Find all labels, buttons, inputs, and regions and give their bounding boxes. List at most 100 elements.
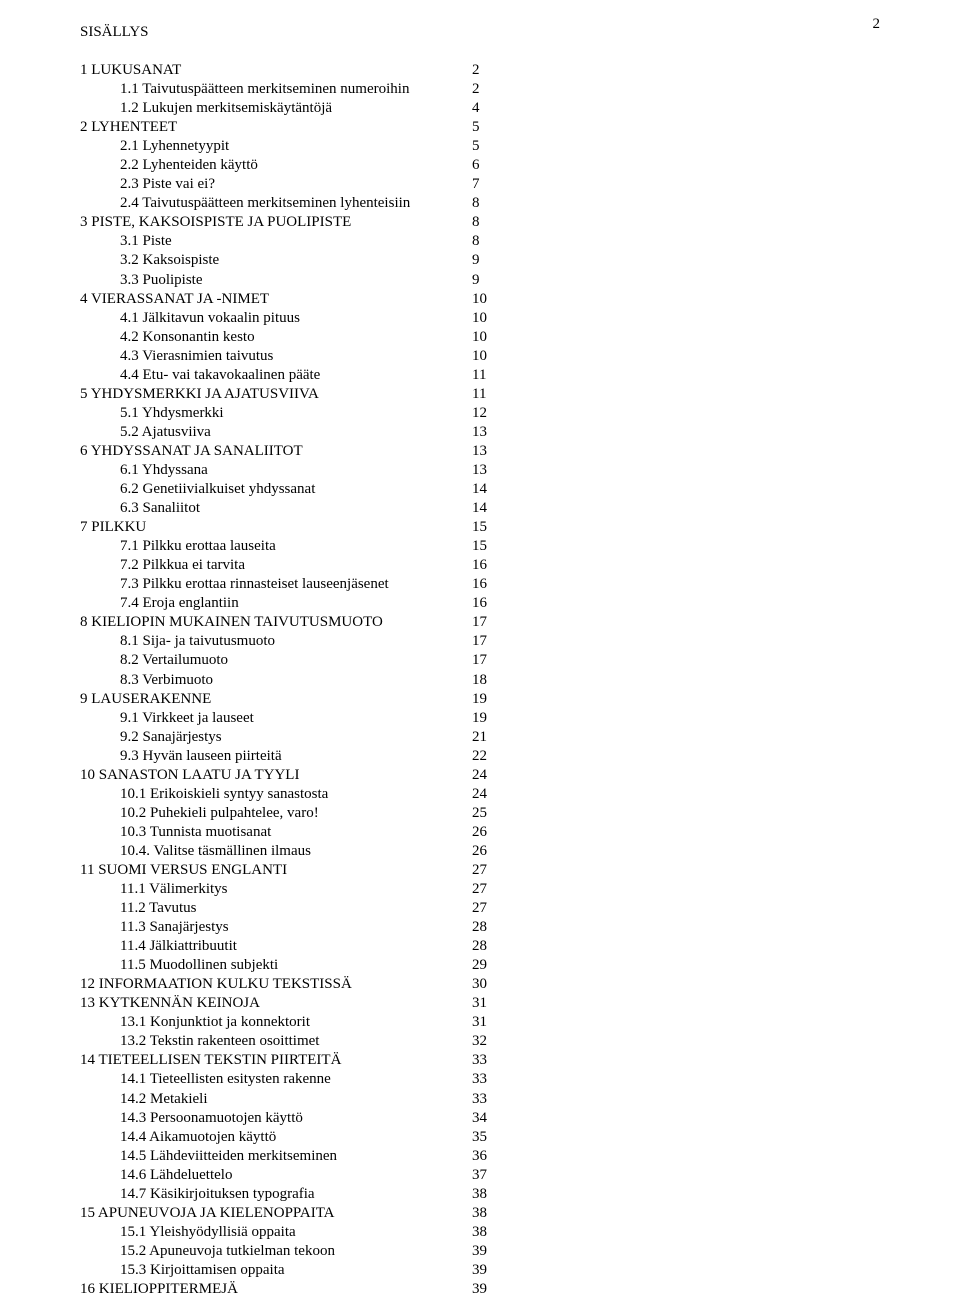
toc-entry-page: 7 [468, 175, 500, 194]
toc-row: 9.1 Virkkeet ja lauseet 19 [80, 709, 500, 728]
toc-entry-page: 22 [468, 747, 500, 766]
toc-row: 3 PISTE, KAKSOISPISTE JA PUOLIPISTE 8 [80, 213, 500, 232]
toc-entry-page: 25 [468, 804, 500, 823]
toc-entry-label: 11.5 Muodollinen subjekti [80, 956, 278, 975]
toc-entry-page: 10 [468, 328, 500, 347]
toc-entry-label: 3 PISTE, KAKSOISPISTE JA PUOLIPISTE [80, 213, 351, 232]
toc-entry-page: 14 [468, 480, 500, 499]
toc-entry-label: 4.1 Jälkitavun vokaalin pituus [80, 309, 300, 328]
toc-entry-page: 34 [468, 1109, 500, 1128]
toc-row: 10.3 Tunnista muotisanat 26 [80, 823, 500, 842]
toc-row: 4 VIERASSANAT JA -NIMET10 [80, 290, 500, 309]
toc-entry-label: 7.4 Eroja englantiin [80, 594, 239, 613]
toc-row: 14.6 Lähdeluettelo37 [80, 1166, 500, 1185]
toc-row: 14.4 Aikamuotojen käyttö35 [80, 1128, 500, 1147]
toc-row: 10 SANASTON LAATU JA TYYLI24 [80, 766, 500, 785]
toc-row: 7.1 Pilkku erottaa lauseita15 [80, 537, 500, 556]
toc-row: 2.4 Taivutuspäätteen merkitseminen lyhen… [80, 194, 500, 213]
toc-entry-label: 10.3 Tunnista muotisanat [80, 823, 271, 842]
toc-entry-label: 5 YHDYSMERKKI JA AJATUSVIIVA [80, 385, 319, 404]
toc-entry-page: 5 [468, 118, 500, 137]
page-number: 2 [873, 16, 881, 33]
toc-entry-label: 3.3 Puolipiste [80, 271, 203, 290]
toc-entry-label: 1.2 Lukujen merkitsemiskäytäntöjä [80, 99, 332, 118]
toc-entry-page: 13 [468, 461, 500, 480]
toc-entry-label: 11.2 Tavutus [80, 899, 196, 918]
toc-entry-page: 16 [468, 556, 500, 575]
toc-entry-label: 5.2 Ajatusviiva [80, 423, 211, 442]
toc-row: 1 LUKUSANAT 2 [80, 61, 500, 80]
toc-entry-page: 13 [468, 423, 500, 442]
toc-row: 9 LAUSERAKENNE19 [80, 690, 500, 709]
toc-entry-label: 15 APUNEUVOJA JA KIELENOPPAITA [80, 1204, 335, 1223]
toc-row: 8 KIELIOPIN MUKAINEN TAIVUTUSMUOTO17 [80, 613, 500, 632]
toc-entry-page: 6 [468, 156, 500, 175]
toc-entry-page: 33 [468, 1090, 500, 1109]
toc-entry-label: 6.3 Sanaliitot [80, 499, 200, 518]
toc-entry-label: 9.2 Sanajärjestys [80, 728, 222, 747]
toc-row: 11.4 Jälkiattribuutit28 [80, 937, 500, 956]
toc-entry-label: 7.1 Pilkku erottaa lauseita [80, 537, 276, 556]
toc-row: 8.1 Sija- ja taivutusmuoto17 [80, 632, 500, 651]
toc-entry-label: 14.7 Käsikirjoituksen typografia [80, 1185, 315, 1204]
toc-entry-page: 31 [468, 994, 500, 1013]
toc-entry-page: 8 [468, 213, 500, 232]
toc-row: 3.3 Puolipiste9 [80, 271, 500, 290]
toc-row: 15.2 Apuneuvoja tutkielman tekoon39 [80, 1242, 500, 1261]
toc-entry-label: 13 KYTKENNÄN KEINOJA [80, 994, 260, 1013]
toc-list: 1 LUKUSANAT21.1 Taivutuspäätteen merkits… [80, 61, 500, 1299]
toc-entry-page: 12 [468, 404, 500, 423]
toc-row: 7.4 Eroja englantiin16 [80, 594, 500, 613]
toc-entry-label: 8.3 Verbimuoto [80, 671, 213, 690]
toc-entry-label: 6 YHDYSSANAT JA SANALIITOT [80, 442, 303, 461]
toc-row: 4.3 Vierasnimien taivutus10 [80, 347, 500, 366]
toc-entry-label: 7.3 Pilkku erottaa rinnasteiset lauseenj… [80, 575, 389, 594]
toc-entry-page: 32 [468, 1032, 500, 1051]
toc-row: 5.1 Yhdysmerkki12 [80, 404, 500, 423]
toc-row: 9.3 Hyvän lauseen piirteitä22 [80, 747, 500, 766]
toc-entry-label: 9 LAUSERAKENNE [80, 690, 211, 709]
toc-entry-label: 13.2 Tekstin rakenteen osoittimet [80, 1032, 319, 1051]
toc-entry-page: 17 [468, 632, 500, 651]
toc-entry-page: 19 [468, 709, 500, 728]
toc-row: 12 INFORMAATION KULKU TEKSTISSÄ30 [80, 975, 500, 994]
toc-row: 11.3 Sanajärjestys28 [80, 918, 500, 937]
toc-row: 4.1 Jälkitavun vokaalin pituus10 [80, 309, 500, 328]
toc-entry-page: 18 [468, 671, 500, 690]
toc-entry-label: 4.2 Konsonantin kesto [80, 328, 255, 347]
toc-row: 4.4 Etu- vai takavokaalinen pääte11 [80, 366, 500, 385]
toc-entry-label: 9.1 Virkkeet ja lauseet [80, 709, 254, 728]
toc-entry-page: 33 [468, 1051, 500, 1070]
toc-entry-page: 17 [468, 613, 500, 632]
toc-entry-page: 2 [468, 61, 500, 80]
toc-entry-label: 10.1 Erikoiskieli syntyy sanastosta [80, 785, 328, 804]
toc-entry-label: 15.1 Yleishyödyllisiä oppaita [80, 1223, 296, 1242]
toc-row: 14.3 Persoonamuotojen käyttö 34 [80, 1109, 500, 1128]
toc-entry-page: 31 [468, 1013, 500, 1032]
toc-row: 11.1 Välimerkitys27 [80, 880, 500, 899]
toc-entry-page: 11 [468, 385, 500, 404]
toc-entry-page: 38 [468, 1204, 500, 1223]
toc-row: 2.2 Lyhenteiden käyttö 6 [80, 156, 500, 175]
toc-row: 2 LYHENTEET5 [80, 118, 500, 137]
toc-entry-label: 11.1 Välimerkitys [80, 880, 228, 899]
toc-entry-label: 8.2 Vertailumuoto [80, 651, 228, 670]
toc-entry-label: 14.5 Lähdeviitteiden merkitseminen [80, 1147, 337, 1166]
toc-entry-page: 29 [468, 956, 500, 975]
toc-entry-label: 10 SANASTON LAATU JA TYYLI [80, 766, 299, 785]
toc-entry-label: 15.3 Kirjoittamisen oppaita [80, 1261, 285, 1280]
toc-entry-page: 26 [468, 823, 500, 842]
toc-entry-label: 1 LUKUSANAT [80, 61, 181, 80]
toc-entry-page: 27 [468, 861, 500, 880]
toc-entry-page: 33 [468, 1070, 500, 1089]
toc-entry-page: 16 [468, 575, 500, 594]
toc-entry-page: 28 [468, 937, 500, 956]
toc-entry-label: 2.2 Lyhenteiden käyttö [80, 156, 258, 175]
toc-entry-label: 14.3 Persoonamuotojen käyttö [80, 1109, 303, 1128]
toc-entry-page: 14 [468, 499, 500, 518]
toc-entry-label: 6.2 Genetiivialkuiset yhdyssanat [80, 480, 315, 499]
toc-entry-page: 39 [468, 1280, 500, 1299]
toc-entry-page: 27 [468, 899, 500, 918]
toc-row: 6 YHDYSSANAT JA SANALIITOT13 [80, 442, 500, 461]
toc-entry-label: 14.1 Tieteellisten esitysten rakenne [80, 1070, 331, 1089]
